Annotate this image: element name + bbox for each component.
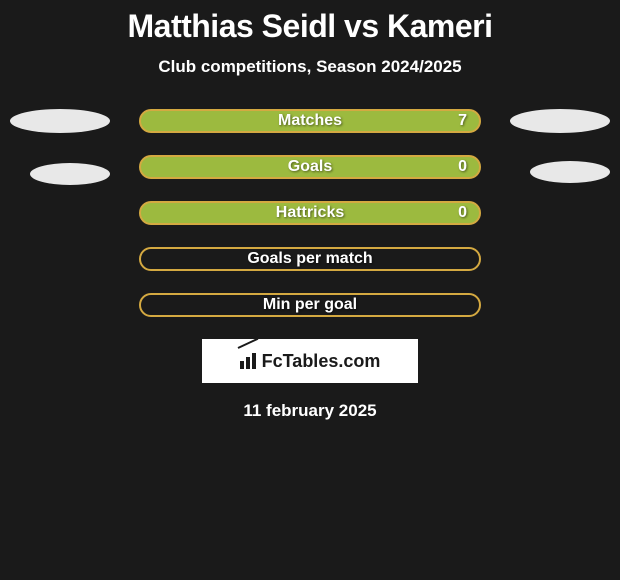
page-title: Matthias Seidl vs Kameri bbox=[0, 8, 620, 45]
stat-bar-min-per-goal: Min per goal bbox=[139, 293, 481, 317]
player-right-marker-2 bbox=[530, 161, 610, 183]
date-label: 11 february 2025 bbox=[0, 401, 620, 421]
stat-value: 7 bbox=[458, 112, 467, 130]
stat-bar-matches: Matches 7 bbox=[139, 109, 481, 133]
chart-area: Matches 7 Goals 0 Hattricks 0 Goals per … bbox=[0, 109, 620, 317]
player-right-marker-1 bbox=[510, 109, 610, 133]
player-left-marker-2 bbox=[30, 163, 110, 185]
stat-bars: Matches 7 Goals 0 Hattricks 0 Goals per … bbox=[139, 109, 481, 317]
stat-bar-goals-per-match: Goals per match bbox=[139, 247, 481, 271]
stat-value: 0 bbox=[458, 204, 467, 222]
chart-icon bbox=[240, 353, 256, 369]
source-logo: FcTables.com bbox=[202, 339, 418, 383]
stat-bar-hattricks: Hattricks 0 bbox=[139, 201, 481, 225]
subtitle: Club competitions, Season 2024/2025 bbox=[0, 57, 620, 77]
stat-value: 0 bbox=[458, 158, 467, 176]
stat-label: Hattricks bbox=[276, 204, 344, 222]
stat-label: Min per goal bbox=[263, 296, 357, 314]
stat-bar-goals: Goals 0 bbox=[139, 155, 481, 179]
stats-comparison-card: Matthias Seidl vs Kameri Club competitio… bbox=[0, 0, 620, 580]
player-left-marker-1 bbox=[10, 109, 110, 133]
stat-label: Goals bbox=[288, 158, 332, 176]
logo-text: FcTables.com bbox=[262, 351, 381, 372]
stat-label: Matches bbox=[278, 112, 342, 130]
stat-label: Goals per match bbox=[247, 250, 372, 268]
